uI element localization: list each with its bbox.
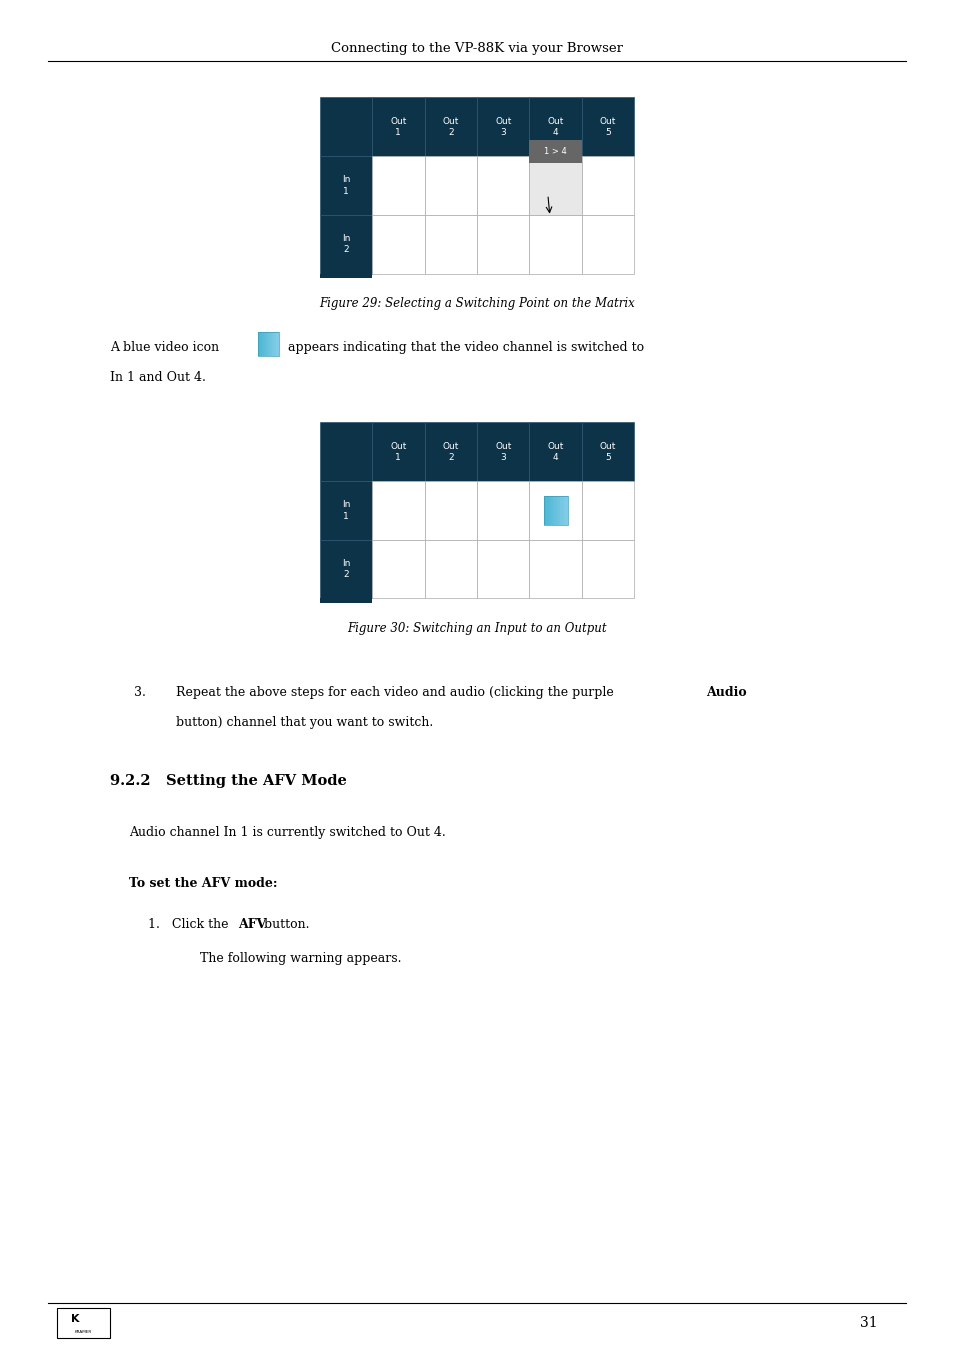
Text: In
1: In 1 [341,501,350,520]
Bar [257,332,259,356]
Bar [546,496,548,525]
Text: Audio channel In 1 is currently switched to Out 4.: Audio channel In 1 is currently switched… [129,826,445,839]
Bar [476,156,529,215]
Bar [424,481,476,540]
Bar [555,496,558,525]
Bar [558,496,559,525]
Text: Out
3: Out 3 [495,441,511,462]
Bar [529,97,581,156]
Text: In
2: In 2 [341,559,350,580]
Text: Out
3: Out 3 [495,116,511,137]
Bar [268,332,270,356]
Bar [543,496,567,525]
Bar [543,496,546,525]
Text: Figure 29: Selecting a Switching Point on the Matrix: Figure 29: Selecting a Switching Point o… [319,297,634,310]
Text: Repeat the above steps for each video and audio (clicking the purple: Repeat the above steps for each video an… [176,686,618,700]
Text: 1 > 4: 1 > 4 [544,148,566,156]
Bar [424,97,476,156]
Bar [270,332,272,356]
Bar [581,215,634,274]
Bar [372,215,424,274]
Text: 9.2.2   Setting the AFV Mode: 9.2.2 Setting the AFV Mode [110,774,346,788]
Bar [476,540,529,598]
Bar [319,97,372,156]
Bar [529,422,581,481]
Bar [551,496,553,525]
Text: K: K [71,1315,80,1324]
Text: 3.: 3. [133,686,145,700]
Bar [264,332,266,356]
Bar [319,598,372,603]
Bar [274,332,276,356]
Text: Out
4: Out 4 [547,116,563,137]
Bar [529,481,581,540]
Bar [529,215,581,274]
Bar [259,332,261,356]
Text: In 1 and Out 4.: In 1 and Out 4. [110,371,205,385]
Bar [581,540,634,598]
Bar [581,156,634,215]
Text: In
1: In 1 [341,176,350,195]
Text: Figure 30: Switching an Input to an Output: Figure 30: Switching an Input to an Outp… [347,621,606,635]
Bar [476,215,529,274]
FancyBboxPatch shape [529,139,581,164]
Bar [581,97,634,156]
Text: Audio: Audio [705,686,746,700]
Bar [476,481,529,540]
Text: Connecting to the VP-88K via your Browser: Connecting to the VP-88K via your Browse… [331,42,622,56]
Bar [559,496,562,525]
Bar [529,156,581,215]
Bar [372,422,424,481]
Bar [319,540,372,598]
Text: Out
4: Out 4 [547,441,563,462]
Bar [424,540,476,598]
Bar [476,97,529,156]
Text: To set the AFV mode:: To set the AFV mode: [129,877,277,891]
Bar [548,496,551,525]
Text: In
2: In 2 [341,234,350,255]
Text: button.: button. [260,918,310,932]
Bar [424,215,476,274]
Bar [319,215,372,274]
Bar [581,422,634,481]
Bar [319,422,372,481]
Bar [553,496,555,525]
Bar [372,156,424,215]
Text: Out
2: Out 2 [442,441,458,462]
Bar [372,97,424,156]
Bar [581,481,634,540]
Bar [562,496,564,525]
Text: A blue video icon: A blue video icon [110,341,218,355]
Bar [261,332,264,356]
Bar [319,481,372,540]
Bar [564,496,567,525]
Bar [57,1308,110,1338]
Bar [276,332,278,356]
Text: Out
5: Out 5 [599,441,616,462]
Text: Out
2: Out 2 [442,116,458,137]
Text: The following warning appears.: The following warning appears. [200,952,401,965]
Text: KRAMER: KRAMER [74,1330,92,1334]
Bar [476,422,529,481]
Text: Out
1: Out 1 [390,116,406,137]
Text: 1.   Click the: 1. Click the [148,918,233,932]
Text: AFV: AFV [238,918,267,932]
Bar [424,422,476,481]
Bar [372,481,424,540]
Text: Out
1: Out 1 [390,441,406,462]
Bar [424,156,476,215]
Bar [257,332,278,356]
Bar [319,274,372,278]
Bar [372,540,424,598]
Text: button) channel that you want to switch.: button) channel that you want to switch. [176,716,434,730]
Bar [266,332,268,356]
Text: 31: 31 [860,1316,877,1330]
Text: Out
5: Out 5 [599,116,616,137]
Bar [319,156,372,215]
Text: appears indicating that the video channel is switched to: appears indicating that the video channe… [288,341,643,355]
Bar [529,540,581,598]
Bar [272,332,274,356]
